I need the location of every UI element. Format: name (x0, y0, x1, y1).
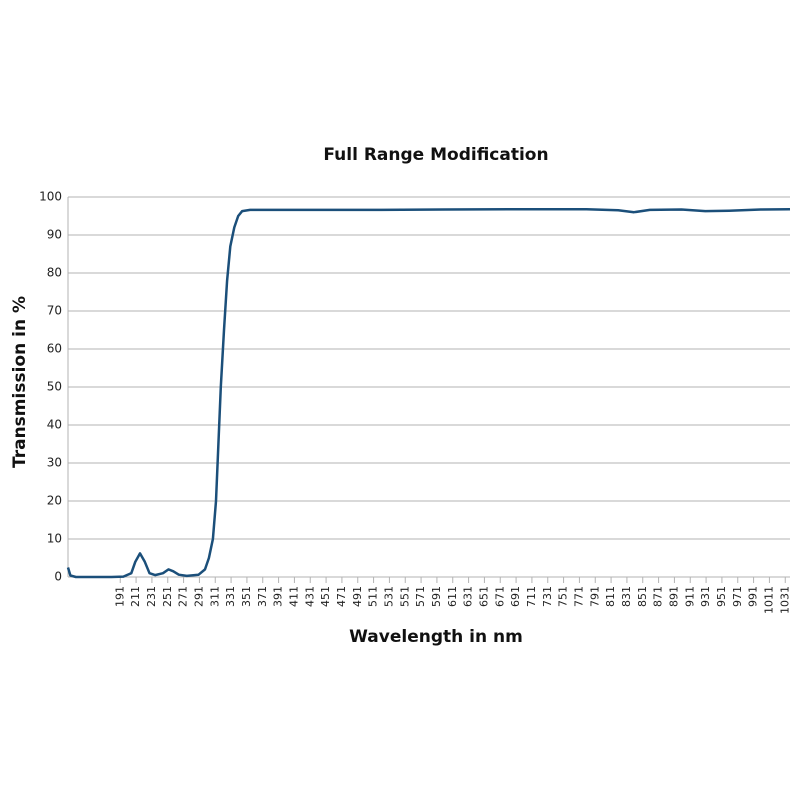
x-tick-label: 191 (113, 586, 126, 607)
x-tick-label: 391 (272, 586, 285, 607)
y-tick-label: 10 (47, 532, 62, 546)
y-axis-label: Transmission in % (10, 296, 30, 468)
x-tick-label: 691 (509, 586, 522, 607)
x-tick-label: 211 (129, 586, 142, 607)
x-tick-label: 1011 (762, 586, 775, 614)
x-tick-label: 271 (177, 586, 190, 607)
x-tick-label: 331 (224, 586, 237, 607)
x-tick-label: 991 (747, 586, 760, 607)
x-tick-label: 471 (335, 586, 348, 607)
chart-title: Full Range Modification (323, 145, 548, 165)
x-tick-label: 451 (319, 586, 332, 607)
x-tick-label: 911 (683, 586, 696, 607)
x-tick-label: 371 (256, 586, 269, 607)
x-tick-label: 571 (414, 586, 427, 607)
x-tick-label: 551 (398, 586, 411, 607)
x-tick-label: 951 (715, 586, 728, 607)
y-tick-label: 30 (47, 456, 62, 470)
x-tick-label: 651 (477, 586, 490, 607)
y-tick-label: 20 (47, 494, 62, 508)
y-tick-label: 90 (47, 228, 62, 242)
x-tick-label: 751 (557, 586, 570, 607)
y-tick-label: 60 (47, 342, 62, 356)
x-tick-label: 531 (382, 586, 395, 607)
x-tick-label: 431 (303, 586, 316, 607)
y-tick-label: 0 (54, 570, 62, 584)
y-tick-label: 50 (47, 380, 62, 394)
x-tick-label: 491 (351, 586, 364, 607)
x-tick-label: 831 (620, 586, 633, 607)
x-tick-label: 711 (525, 586, 538, 607)
x-tick-label: 891 (667, 586, 680, 607)
x-tick-label: 351 (240, 586, 253, 607)
x-tick-label: 291 (192, 586, 205, 607)
x-tick-label: 411 (287, 586, 300, 607)
x-tick-label: 631 (462, 586, 475, 607)
y-tick-label: 80 (47, 266, 62, 280)
x-axis-label: Wavelength in nm (349, 627, 523, 647)
x-tick-label: 671 (493, 586, 506, 607)
x-tick-label: 771 (572, 586, 585, 607)
x-tick-label: 811 (604, 586, 617, 607)
data-line (66, 207, 791, 579)
y-tick-label: 40 (47, 418, 62, 432)
x-tick-label: 871 (652, 586, 665, 607)
x-tick-label: 851 (636, 586, 649, 607)
y-tick-label: 100 (39, 190, 62, 204)
x-tick-label: 251 (161, 586, 174, 607)
x-tick-label: 591 (430, 586, 443, 607)
x-tick-label: 231 (145, 586, 158, 607)
x-tick-label: 311 (208, 586, 221, 607)
x-tick-label: 931 (699, 586, 712, 607)
x-tick-label: 1031 (778, 586, 791, 614)
x-tick-label: 971 (731, 586, 744, 607)
y-tick-label: 70 (47, 304, 62, 318)
x-tick-label: 791 (588, 586, 601, 607)
x-tick-label: 611 (446, 586, 459, 607)
x-tick-label: 731 (541, 586, 554, 607)
x-tick-label: 511 (367, 586, 380, 607)
